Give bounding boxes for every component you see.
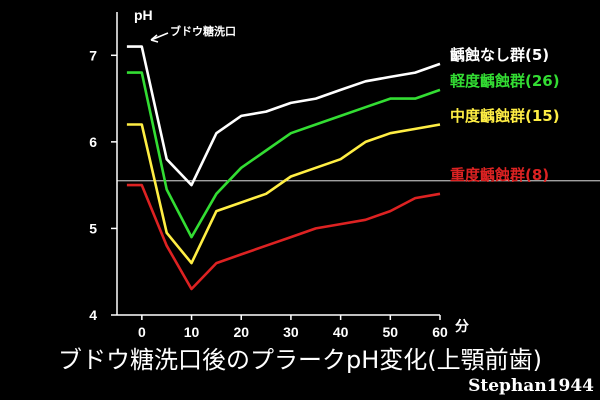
y-axis-label: pH <box>134 7 153 23</box>
x-tick-label: 20 <box>233 324 249 340</box>
axes <box>116 12 440 316</box>
annotation-arrow <box>150 32 169 43</box>
series-layer <box>126 45 441 291</box>
x-tick-label: 10 <box>184 324 200 340</box>
legend-label-4: 重度齲蝕群(8) <box>450 166 549 184</box>
annotation-text: ブドウ糖洗口 <box>170 24 236 38</box>
series-line-1 <box>126 45 441 187</box>
series-line-4 <box>126 183 441 291</box>
x-tick-label: 40 <box>333 324 349 340</box>
chart-title: ブドウ糖洗口後のプラークpH変化(上顎前歯) <box>57 346 542 374</box>
credit-text: Stephan1944 <box>468 376 594 396</box>
x-axis-label: 分 <box>455 319 469 335</box>
x-tick-label: 60 <box>432 324 448 340</box>
legend-layer: 齲蝕なし群(5) 軽度齲蝕群(26) 中度齲蝕群(15) 重度齲蝕群(8) <box>450 46 560 184</box>
series-line-3 <box>126 123 441 265</box>
legend-label-2: 軽度齲蝕群(26) <box>450 72 560 90</box>
series-line-2 <box>126 71 441 239</box>
tick-layer: 4 5 6 7 0 10 20 30 40 50 60 <box>89 47 448 340</box>
y-tick-label: 6 <box>89 134 97 150</box>
x-tick-label: 50 <box>383 324 399 340</box>
legend-label-1: 齲蝕なし群(5) <box>450 46 549 64</box>
x-tick-label: 0 <box>138 324 146 340</box>
legend-label-3: 中度齲蝕群(15) <box>450 107 560 125</box>
x-tick-label: 30 <box>283 324 299 340</box>
annotation-layer: ブドウ糖洗口 <box>150 24 236 43</box>
y-tick-label: 7 <box>89 47 97 63</box>
y-tick-label: 4 <box>89 307 97 323</box>
y-tick-label: 5 <box>89 220 97 236</box>
